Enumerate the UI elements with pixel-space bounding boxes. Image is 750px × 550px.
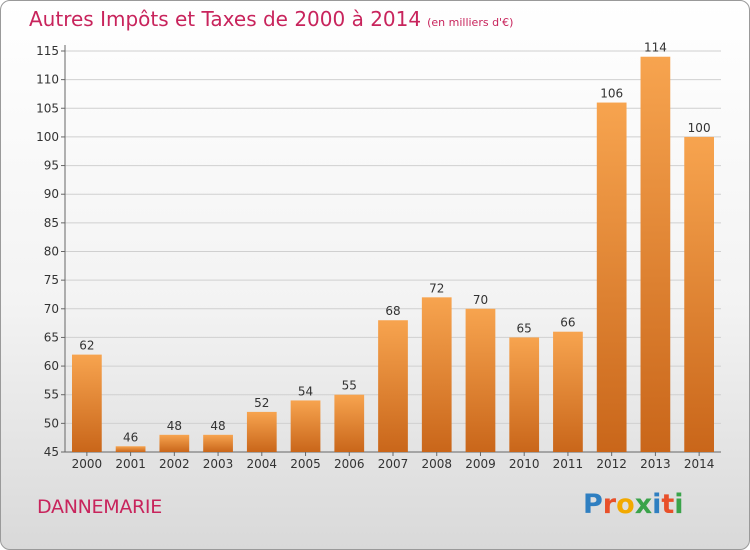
- bar-2009: [465, 308, 496, 452]
- logo-letter: P: [583, 489, 603, 520]
- chart-title: Autres Impôts et Taxes de 2000 à 2014 (en…: [29, 7, 514, 31]
- y-tick-label: 90: [44, 187, 59, 201]
- chart-subtitle: (en milliers d'€): [427, 16, 514, 29]
- y-tick-label: 105: [36, 101, 59, 115]
- bar-2006: [334, 394, 365, 452]
- bar-2004: [246, 411, 277, 452]
- x-tick-label: 2002: [159, 457, 190, 471]
- x-tick-label: 2008: [421, 457, 452, 471]
- y-tick-label: 115: [36, 44, 59, 58]
- bar-2013: [640, 56, 671, 452]
- data-label-2012: 106: [600, 87, 623, 101]
- bar-2005: [290, 400, 321, 452]
- y-tick-label: 100: [36, 130, 59, 144]
- x-tick-label: 2011: [553, 457, 584, 471]
- y-tick-label: 80: [44, 245, 59, 259]
- bar-2007: [378, 320, 408, 452]
- bar-2014: [684, 136, 715, 452]
- x-tick-label: 2000: [72, 457, 103, 471]
- logo-letter: t: [661, 489, 675, 520]
- bar-2003: [203, 434, 233, 452]
- x-tick-label: 2013: [640, 457, 671, 471]
- proxiti-logo: Proxiti: [583, 489, 684, 520]
- y-tick-label: 85: [44, 216, 59, 230]
- x-tick-label: 2010: [509, 457, 540, 471]
- x-tick-label: 2014: [684, 457, 715, 471]
- data-label-2006: 55: [342, 379, 357, 393]
- x-tick-label: 2005: [290, 457, 321, 471]
- data-label-2003: 48: [210, 419, 225, 433]
- x-tick-label: 2004: [247, 457, 278, 471]
- logo-letter: o: [616, 489, 635, 520]
- y-tick-label: 75: [44, 273, 59, 287]
- x-tick-label: 2009: [465, 457, 496, 471]
- data-label-2013: 114: [644, 41, 667, 55]
- data-label-2000: 62: [79, 339, 94, 353]
- logo-letter: r: [602, 489, 617, 520]
- bar-2008: [421, 297, 452, 452]
- bar-2001: [115, 446, 146, 452]
- x-tick-label: 2001: [115, 457, 146, 471]
- bar-2011: [553, 331, 583, 452]
- data-label-2010: 65: [517, 321, 532, 335]
- x-tick-label: 2007: [378, 457, 409, 471]
- data-label-2007: 68: [385, 304, 400, 318]
- y-tick-label: 50: [44, 416, 59, 430]
- data-label-2011: 66: [560, 316, 575, 330]
- y-tick-label: 65: [44, 330, 59, 344]
- bar-2002: [159, 434, 190, 452]
- data-label-2014: 100: [688, 121, 711, 135]
- x-tick-label: 2003: [203, 457, 234, 471]
- y-tick-label: 70: [44, 302, 59, 316]
- y-tick-label: 110: [36, 73, 59, 87]
- y-tick-label: 45: [44, 445, 59, 459]
- x-tick-label: 2006: [334, 457, 365, 471]
- bar-2012: [596, 102, 627, 453]
- data-label-2004: 52: [254, 396, 269, 410]
- y-tick-label: 95: [44, 159, 59, 173]
- data-label-2009: 70: [473, 293, 488, 307]
- y-tick-label: 55: [44, 388, 59, 402]
- commune-name: DANNEMARIE: [37, 496, 162, 518]
- data-label-2002: 48: [167, 419, 182, 433]
- data-label-2005: 54: [298, 384, 313, 398]
- logo-letter: x: [634, 489, 653, 520]
- y-tick-label: 60: [44, 359, 59, 373]
- x-tick-label: 2012: [596, 457, 627, 471]
- data-label-2008: 72: [429, 281, 444, 295]
- logo-letter: i: [652, 489, 662, 520]
- data-label-2001: 46: [123, 430, 138, 444]
- bars: 62 46 48 48 52 54 55 68 72 70 65 66 106 114 100: [71, 41, 715, 453]
- bar-2000: [71, 354, 102, 452]
- logo-letter: i: [674, 489, 684, 520]
- bar-2010: [509, 337, 540, 452]
